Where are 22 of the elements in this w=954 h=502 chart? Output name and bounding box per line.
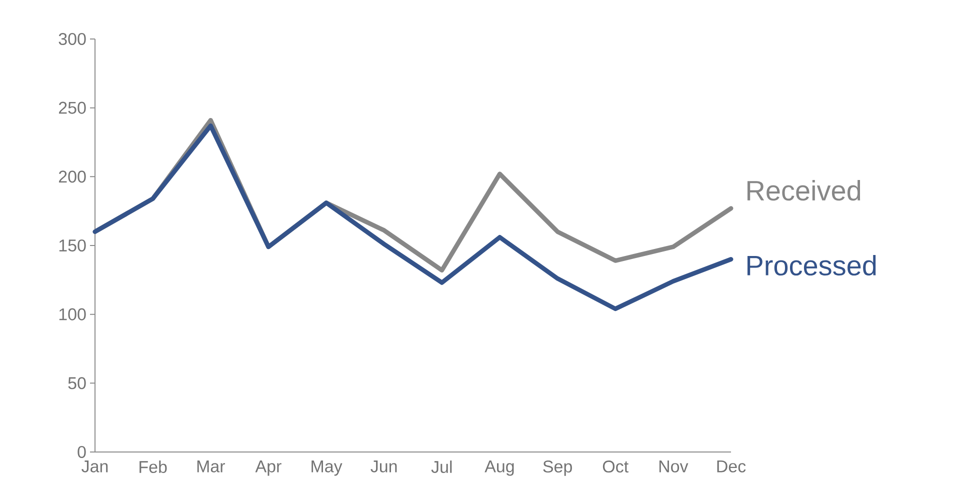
y-tick-label: 250 xyxy=(58,102,86,114)
x-tick-label: Jul xyxy=(431,460,452,474)
y-tick-label: 200 xyxy=(58,170,86,183)
y-tick-label: 0 xyxy=(78,446,86,458)
line-series xyxy=(92,123,734,312)
x-tick-label: Nov xyxy=(659,460,688,472)
x-tick-label: Oct xyxy=(602,460,628,473)
x-tick-label: May xyxy=(312,460,342,476)
y-tick-label: 100 xyxy=(59,308,86,320)
y-tick-label: 150 xyxy=(59,239,86,252)
x-tick-label: Feb xyxy=(140,460,167,474)
x-tick-label: Dec xyxy=(717,460,746,472)
x-tick-label: Mar xyxy=(197,460,225,472)
x-tick-label: Apr xyxy=(255,460,282,476)
series-label: Received xyxy=(747,180,860,201)
x-tick-label: Aug xyxy=(484,460,514,476)
x-tick-label: Sep xyxy=(543,460,572,476)
y-tick-label: 50 xyxy=(68,377,86,390)
series-label: Processed xyxy=(747,254,876,276)
x-tick-label: Jan xyxy=(82,460,108,472)
y-tick-label: 300 xyxy=(58,32,86,46)
x-tick-label: Jun xyxy=(370,460,397,472)
